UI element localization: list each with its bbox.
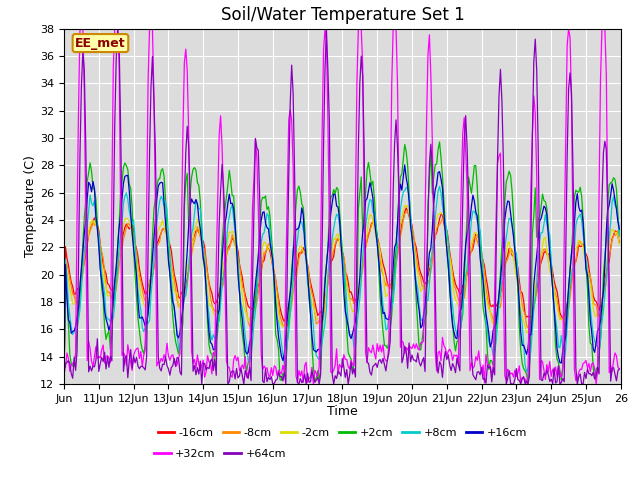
+32cm [616, 366, 623, 372]
Text: EE_met: EE_met [75, 36, 126, 49]
-16cm [458, 290, 465, 296]
-2cm [616, 241, 623, 247]
+16cm [540, 203, 548, 209]
+8cm [97, 249, 104, 254]
+32cm [77, 26, 85, 32]
+64cm [614, 368, 621, 373]
Line: +16cm: +16cm [64, 165, 620, 384]
-16cm [540, 250, 548, 255]
+64cm [198, 381, 205, 387]
-2cm [458, 299, 465, 304]
Y-axis label: Temperature (C): Temperature (C) [24, 156, 37, 257]
-2cm [60, 381, 68, 387]
-2cm [79, 264, 86, 270]
+64cm [60, 373, 68, 379]
+8cm [346, 333, 353, 339]
+8cm [540, 221, 548, 227]
+8cm [436, 183, 444, 189]
+64cm [459, 198, 467, 204]
+8cm [612, 205, 620, 211]
+2cm [60, 381, 68, 387]
X-axis label: Time: Time [327, 405, 358, 418]
+8cm [79, 263, 86, 268]
+64cm [541, 372, 549, 378]
+32cm [98, 347, 106, 353]
Line: -8cm: -8cm [64, 211, 620, 384]
-8cm [616, 234, 623, 240]
+16cm [346, 332, 353, 338]
+8cm [60, 381, 68, 387]
-8cm [60, 381, 68, 387]
Line: -2cm: -2cm [64, 205, 620, 384]
-8cm [79, 272, 86, 277]
+2cm [616, 230, 623, 236]
-2cm [404, 202, 412, 208]
-16cm [612, 229, 620, 235]
+32cm [81, 88, 88, 94]
+64cm [616, 366, 623, 372]
+2cm [97, 263, 104, 268]
Legend: +32cm, +64cm: +32cm, +64cm [149, 445, 291, 464]
+8cm [458, 321, 465, 326]
+64cm [114, 26, 122, 32]
+16cm [79, 249, 86, 254]
+32cm [614, 364, 621, 370]
Line: +32cm: +32cm [64, 29, 620, 384]
-8cm [540, 246, 548, 252]
-16cm [616, 240, 623, 245]
+2cm [458, 321, 465, 326]
+64cm [79, 49, 86, 55]
Line: +2cm: +2cm [64, 142, 620, 384]
-16cm [403, 205, 410, 211]
+32cm [349, 361, 356, 367]
-8cm [404, 208, 412, 214]
Line: +64cm: +64cm [64, 29, 620, 384]
+2cm [79, 240, 86, 246]
-2cm [612, 229, 620, 235]
-2cm [97, 250, 104, 255]
+16cm [616, 226, 623, 232]
-8cm [97, 240, 104, 246]
+16cm [612, 206, 620, 212]
-2cm [540, 235, 548, 241]
-8cm [458, 294, 465, 300]
+32cm [541, 377, 549, 383]
+2cm [612, 186, 620, 192]
+32cm [60, 363, 68, 369]
+32cm [459, 131, 467, 136]
-16cm [346, 289, 353, 295]
+2cm [346, 353, 353, 359]
+64cm [349, 371, 356, 377]
Line: -16cm: -16cm [64, 208, 620, 384]
-8cm [346, 295, 353, 300]
-16cm [97, 242, 104, 248]
+16cm [60, 381, 68, 387]
-2cm [346, 298, 353, 303]
+32cm [310, 381, 317, 387]
-16cm [60, 381, 68, 387]
+16cm [458, 306, 465, 312]
-8cm [612, 231, 620, 237]
+2cm [436, 139, 444, 145]
+16cm [97, 267, 104, 273]
+64cm [97, 360, 104, 366]
+8cm [616, 233, 623, 239]
+2cm [540, 198, 548, 204]
Line: +8cm: +8cm [64, 186, 620, 384]
Title: Soil/Water Temperature Set 1: Soil/Water Temperature Set 1 [221, 6, 464, 24]
+16cm [401, 162, 408, 168]
-16cm [79, 266, 86, 272]
